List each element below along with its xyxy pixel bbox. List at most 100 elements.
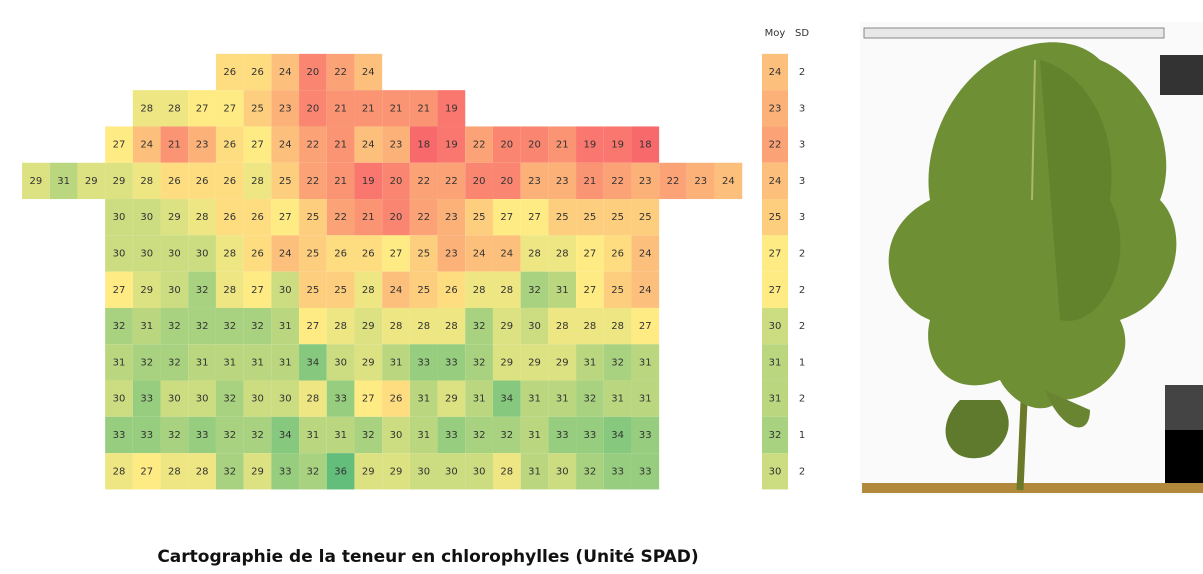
mean-cell	[762, 307, 788, 345]
mean-cell	[762, 126, 788, 163]
cell-label: 25	[417, 285, 430, 296]
cell-label: 26	[196, 176, 209, 187]
heat-cell	[382, 199, 410, 236]
cell-label: 32	[528, 285, 541, 296]
cell-label: 33	[279, 466, 292, 477]
heat-cell	[326, 271, 355, 308]
mean-cell	[762, 90, 788, 127]
heat-cell	[215, 416, 244, 454]
heat-cell	[132, 271, 161, 308]
cell-label: 21	[584, 176, 597, 187]
cell-label: 32	[168, 357, 181, 368]
cell-label: 28	[196, 212, 209, 223]
heat-cell	[243, 90, 272, 127]
mean-cell	[762, 235, 788, 272]
sd-label: 2	[799, 67, 805, 78]
mean-label: 22	[769, 140, 782, 151]
cell-label: 26	[251, 67, 264, 78]
cell-label: 32	[611, 357, 624, 368]
heat-cell	[631, 416, 660, 454]
cell-label: 28	[140, 103, 153, 114]
cell-label: 30	[390, 430, 403, 441]
heat-cell	[465, 307, 493, 345]
cell-label: 21	[168, 140, 181, 151]
mean-label: 24	[769, 176, 782, 187]
heat-cell	[548, 162, 577, 200]
heat-cell	[548, 344, 577, 381]
cell-label: 31	[556, 394, 569, 405]
heat-cell	[465, 235, 493, 272]
cell-label: 21	[334, 176, 347, 187]
heat-cell	[132, 344, 161, 381]
cell-label: 20	[473, 176, 486, 187]
sd-label: 3	[799, 140, 805, 151]
heat-cell	[215, 307, 244, 345]
heat-cell	[631, 307, 660, 345]
cell-label: 34	[500, 394, 513, 405]
cell-label: 21	[334, 103, 347, 114]
heat-cell	[603, 162, 632, 200]
cell-label: 21	[556, 140, 569, 151]
cell-label: 19	[611, 140, 624, 151]
cell-label: 29	[113, 176, 126, 187]
cell-label: 31	[528, 430, 541, 441]
heat-cell	[188, 199, 216, 236]
heat-cell	[132, 162, 161, 200]
heat-cell	[299, 53, 327, 91]
heat-cell	[354, 90, 383, 127]
heat-cell	[243, 53, 272, 91]
heat-cell	[603, 271, 632, 308]
heat-cell	[548, 380, 577, 417]
heat-cell	[160, 235, 189, 272]
heat-cell	[437, 307, 466, 345]
cell-label: 22	[445, 176, 458, 187]
heat-cell	[243, 235, 272, 272]
heat-cell	[299, 271, 327, 308]
cell-label: 27	[362, 394, 375, 405]
heat-cell	[409, 416, 438, 454]
cell-label: 22	[417, 212, 430, 223]
cell-label: 33	[639, 430, 652, 441]
heat-cell	[299, 307, 327, 345]
cell-label: 30	[279, 394, 292, 405]
cell-label: 27	[223, 103, 236, 114]
column-header: Moy	[765, 28, 786, 39]
cell-label: 23	[694, 176, 707, 187]
cell-label: 30	[417, 466, 430, 477]
cell-label: 28	[113, 466, 126, 477]
heat-cell	[105, 162, 133, 200]
cell-label: 24	[279, 67, 292, 78]
heat-cell	[271, 380, 300, 417]
cell-label: 27	[251, 140, 264, 151]
heat-cell	[188, 416, 216, 454]
cell-label: 26	[390, 394, 403, 405]
heat-cell	[631, 271, 660, 308]
heat-cell	[354, 271, 383, 308]
cell-label: 28	[528, 249, 541, 260]
heat-cell	[299, 453, 327, 490]
heat-cell	[105, 126, 133, 163]
cell-label: 31	[223, 357, 236, 368]
cell-label: 22	[334, 67, 347, 78]
heat-cell	[271, 271, 300, 308]
cell-label: 30	[279, 285, 292, 296]
heat-cell	[77, 162, 106, 200]
heat-cell	[492, 126, 521, 163]
cell-label: 25	[307, 212, 320, 223]
mean-cell	[762, 344, 788, 381]
caption: Cartographie de la teneur en chlorophyll…	[157, 547, 698, 567]
heat-cell	[271, 90, 300, 127]
cell-label: 28	[307, 394, 320, 405]
heat-cell	[215, 271, 244, 308]
heat-cell	[299, 380, 327, 417]
heat-cell	[326, 162, 355, 200]
heat-cell	[243, 126, 272, 163]
heat-cell	[243, 199, 272, 236]
heat-cell	[299, 90, 327, 127]
cell-label: 33	[140, 430, 153, 441]
cell-label: 23	[528, 176, 541, 187]
cell-label: 31	[556, 285, 569, 296]
heat-cell	[271, 416, 300, 454]
heat-cell	[354, 307, 383, 345]
